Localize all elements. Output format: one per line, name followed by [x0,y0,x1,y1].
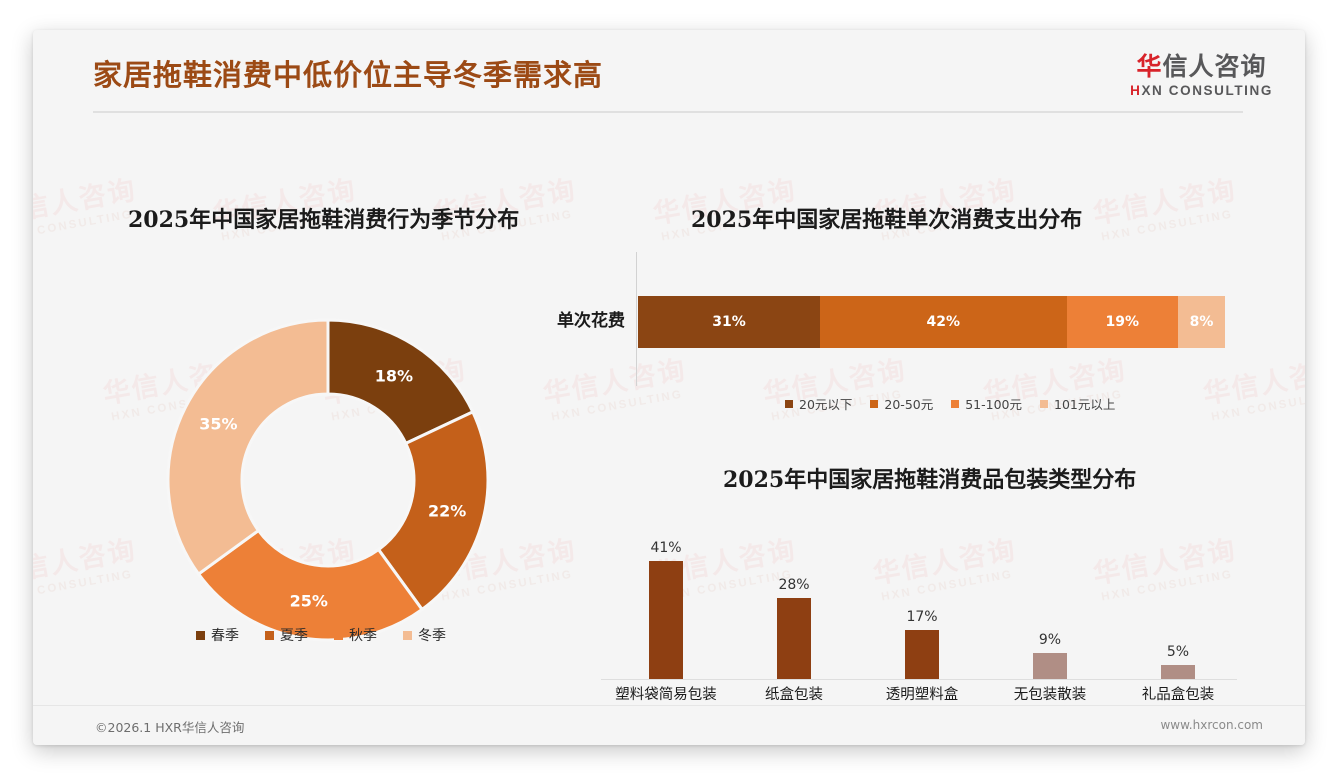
stacked-bar-legend: 20元以下 20-50元 51-100元 101元以上 [785,394,1115,413]
column-category-label: 礼品盒包装 [1141,687,1215,703]
watermark-chinese: 华信人咨询 [33,534,139,591]
column-bar[interactable] [905,629,939,679]
stacked-bar-segment-label: 8% [1189,314,1214,330]
stacked-bar-category-label: 单次花费 [557,311,625,331]
legend-swatch-icon [196,630,205,640]
stacked-bar-segment[interactable]: 19% [1066,296,1179,348]
donut-slice-label: 35% [199,414,238,434]
page-title: 家居拖鞋消费中低价位主导冬季需求高 [93,58,604,92]
logo-en-rest: XN CONSULTING [1141,83,1273,99]
legend-swatch-icon [1040,399,1049,408]
slide-header: 家居拖鞋消费中低价位主导冬季需求高 华信人咨询 HXN CONSULTING [33,30,1305,122]
column-group: 9% 无包装散装 [985,525,1115,703]
donut-legend-label: 秋季 [349,628,377,644]
donut-legend-item[interactable]: 秋季 [334,625,377,645]
column-group: 28% 纸盒包装 [729,525,859,703]
donut-legend-label: 冬季 [418,628,446,644]
column-value-label: 41% [650,539,682,556]
stacked-bar-title: 2025年中国家居拖鞋单次消费支出分布 [691,207,1083,233]
stacked-bar-segment[interactable]: 42% [819,296,1067,348]
donut-slice-label: 25% [289,591,328,611]
column-category-label: 透明塑料盒 [885,687,959,703]
column-bar[interactable] [1161,664,1195,679]
legend-swatch-icon [403,630,412,640]
logo-cn-rest: 信人咨询 [1162,52,1267,81]
stacked-bar-segment[interactable]: 8% [1178,296,1225,348]
donut-legend-item[interactable]: 冬季 [403,625,446,645]
title-divider [93,111,1243,113]
copyright-text: ©2026.1 HXR华信人咨询 [95,720,245,735]
website-url: www.hxrcon.com [1160,718,1263,732]
stacked-bar-legend-item[interactable]: 20元以下 [785,394,852,413]
logo-h-glyph: H [1130,83,1142,99]
legend-swatch-icon [785,399,793,408]
column-category-label: 纸盒包装 [765,687,823,703]
watermark-chinese: 华信人咨询 [33,174,139,231]
stacked-bar-segment-label: 19% [1105,314,1140,330]
season-donut-chart: 18% 22% 25% 35% [163,315,493,645]
column-baseline-axis [601,679,1237,680]
column-chart-title: 2025年中国家居拖鞋消费品包装类型分布 [723,467,1137,493]
column-group: 5% 礼品盒包装 [1113,525,1243,703]
stacked-bar-legend-label: 20元以下 [799,397,853,412]
watermark-english: HXN CONSULTING [1210,388,1305,424]
legend-swatch-icon [334,630,343,640]
column-category-label: 塑料袋简易包装 [615,687,717,703]
column-value-label: 5% [1166,643,1190,660]
donut-slice[interactable] [196,528,425,642]
logo-hua-glyph: 华 [1136,52,1163,81]
stacked-bar-legend-item[interactable]: 51-100元 [951,394,1022,413]
slide-footer: ©2026.1 HXR华信人咨询 www.hxrcon.com [33,705,1305,745]
column-category-label: 无包装散装 [1013,687,1087,703]
stacked-bar-legend-item[interactable]: 20-50元 [870,394,933,413]
donut-slice[interactable] [166,318,330,577]
donut-legend-item[interactable]: 夏季 [265,625,308,645]
stacked-bar-segment[interactable]: 31% [638,296,820,348]
column-value-label: 9% [1038,632,1062,648]
column-group: 17% 透明塑料盒 [857,525,987,703]
stacked-bar-segment-label: 31% [712,314,746,330]
donut-legend-label: 春季 [211,628,239,644]
stacked-bar-legend-label: 20-50元 [884,397,934,412]
column-group: 41% 塑料袋简易包装 [601,525,731,703]
stacked-bar-row: 31% 42% 19% 8% [638,296,1225,348]
watermark-english: HXN CONSULTING [33,568,134,604]
legend-swatch-icon [265,630,274,640]
stacked-bar-legend-label: 51-100元 [965,397,1023,412]
donut-slice[interactable] [326,318,475,446]
legend-swatch-icon [951,399,960,408]
column-value-label: 28% [778,577,810,594]
column-value-label: 17% [906,608,938,625]
donut-slice-label: 22% [427,501,467,521]
stacked-bar-legend-item[interactable]: 101元以上 [1040,394,1115,413]
watermark-english: HXN CONSULTING [1100,208,1234,244]
logo-english: HXN CONSULTING [1130,83,1273,98]
column-bar[interactable] [649,560,683,679]
donut-slice[interactable] [376,409,490,612]
column-bar[interactable] [777,598,811,679]
watermark-english: HXN CONSULTING [550,388,684,424]
stacked-bar-plot: 31% 42% 19% 8% [636,252,1226,386]
donut-chart-title: 2025年中国家居拖鞋消费行为季节分布 [128,207,520,233]
donut-svg [166,318,490,642]
logo-chinese: 华信人咨询 [1130,52,1273,81]
column-bar[interactable] [1033,653,1067,679]
stacked-bar-legend-label: 101元以上 [1054,397,1116,412]
donut-legend-label: 夏季 [280,628,308,644]
donut-legend: 春季 夏季 秋季 冬季 [196,625,446,645]
donut-slice-label: 18% [374,366,414,386]
brand-logo: 华信人咨询 HXN CONSULTING [1130,52,1273,98]
watermark-chinese: 华信人咨询 [1090,174,1239,231]
package-column-chart: 41% 塑料袋简易包装 28% 纸盒包装 17% 透明塑料盒 9% 无包装散装 5% 礼品盒包装 [593,525,1243,703]
watermark-english: HXN CONSULTING [33,208,134,244]
legend-swatch-icon [870,399,879,408]
donut-legend-item[interactable]: 春季 [196,625,239,645]
stacked-bar-segment-label: 42% [926,314,960,330]
